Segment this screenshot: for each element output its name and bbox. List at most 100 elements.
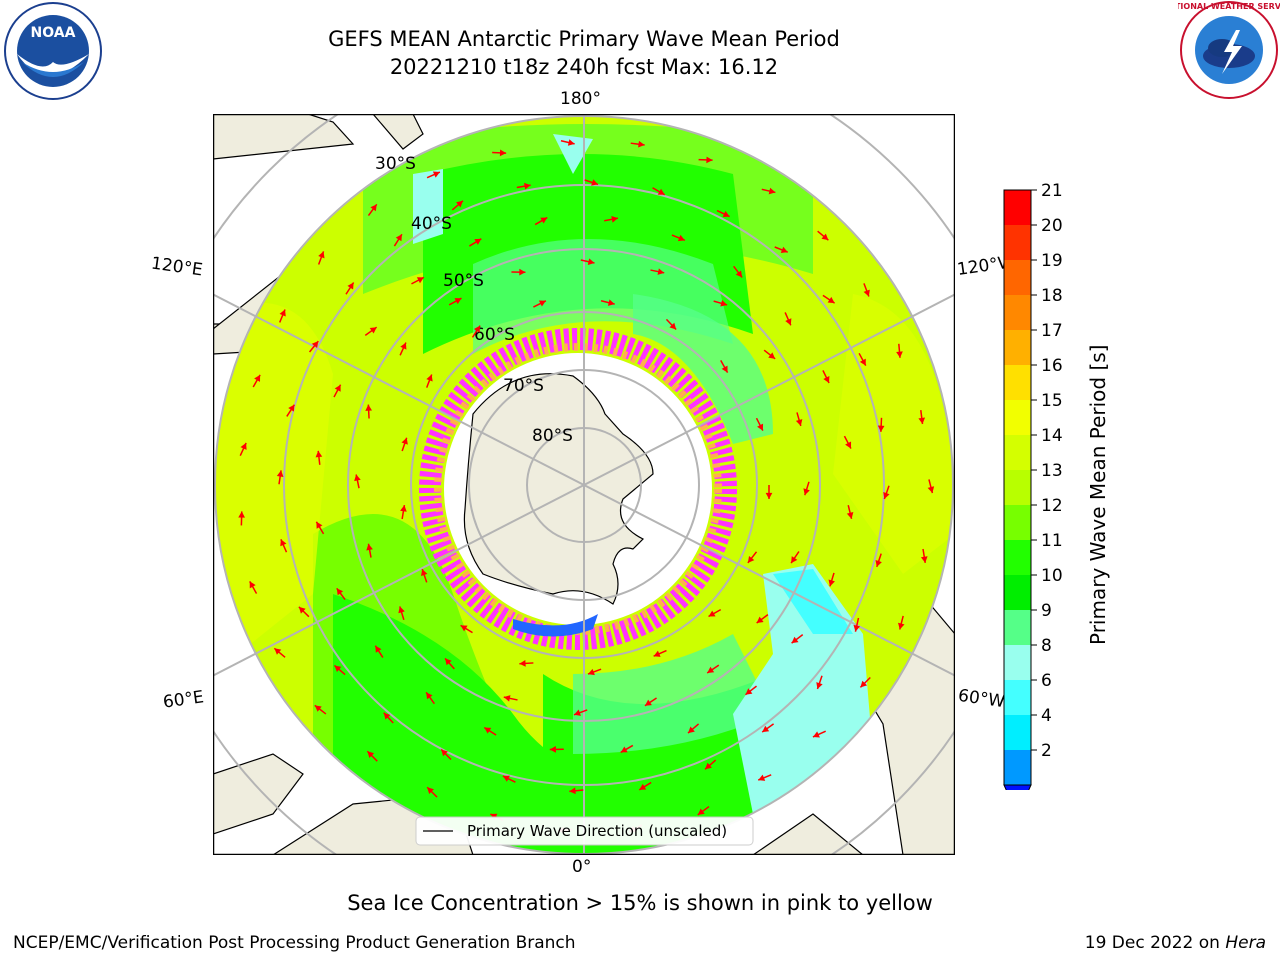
wave-arrow-head: [474, 238, 482, 245]
colorbar-cell: [1004, 400, 1031, 435]
wave-arrow-head: [383, 712, 391, 720]
wave-arrow-head: [503, 695, 511, 702]
wave-arrow-head: [426, 692, 433, 700]
wave-arrow-head: [574, 709, 581, 716]
wave-arrow-head: [416, 277, 424, 284]
colorbar-tick-label: 8: [1041, 636, 1052, 656]
wave-arrow-head: [502, 775, 510, 782]
colorbar-tick-label: 17: [1041, 321, 1063, 341]
colorbar-tick-label: 18: [1041, 286, 1063, 306]
chart-title: GEFS MEAN Antarctic Primary Wave Mean Pe…: [328, 27, 840, 51]
wave-arrow-head: [720, 300, 728, 307]
wave-arrow-head: [721, 365, 728, 373]
colorbar-cell: [1004, 190, 1031, 225]
wave-arrow-head: [780, 246, 788, 254]
colorbar-cell: [1004, 505, 1031, 540]
wave-arrow-head: [827, 296, 835, 304]
wave-direction-arrows: [238, 139, 935, 834]
wave-arrow-head: [697, 808, 705, 815]
colorbar-tick-label: 16: [1041, 356, 1063, 376]
wave-arrow-head: [768, 352, 776, 359]
footer-date-text: 19 Dec 2022 on: [1084, 933, 1226, 953]
colorbar-cell: [1004, 295, 1031, 330]
wave-arrow-head: [365, 404, 373, 411]
wave-arrow-head: [524, 182, 531, 190]
wave-arrow-head: [657, 268, 665, 275]
wave-arrow-head: [473, 325, 481, 333]
colorbar-tick-label: 19: [1041, 251, 1063, 271]
chart-subtitle: 20221210 t18z 240h fcst Max: 16.12: [389, 55, 779, 79]
colorbar-tick-label: 15: [1041, 391, 1063, 411]
map-legend: Primary Wave Direction (unscaled): [415, 816, 754, 846]
wave-arrow-head: [400, 342, 407, 350]
wave-arrow-head: [920, 556, 928, 563]
nws-logo: NATIONAL WEATHER SERVICE: [1178, 1, 1280, 99]
wave-arrow-head: [757, 423, 764, 431]
wave-arrow-head: [828, 579, 835, 587]
lat-label-60s: 60°S: [474, 325, 515, 345]
wave-arrow-head: [454, 298, 462, 305]
noaa-logo: NOAA: [4, 2, 102, 100]
wave-arrow-head: [519, 268, 526, 276]
lat-label-40s: 40°S: [411, 214, 452, 234]
colorbar-cell: [1004, 435, 1031, 470]
wave-arrow-head: [276, 470, 284, 477]
wave-arrow-head: [765, 492, 773, 499]
nws-logo-text: NATIONAL WEATHER SERVICE: [1178, 2, 1280, 11]
wave-arrow-head: [758, 774, 766, 781]
colorbar-tick-label: 6: [1041, 671, 1052, 691]
wave-arrow-head: [747, 555, 755, 563]
colorbar-cell: [1004, 680, 1031, 715]
wave-arrow-head: [875, 559, 882, 567]
wave-arrow-head: [400, 505, 407, 512]
wave-arrow-head: [280, 539, 287, 547]
noaa-logo-text: NOAA: [31, 25, 76, 41]
wave-arrow-head: [460, 625, 468, 632]
wave-arrow-head: [336, 588, 344, 596]
colorbar: 21 20 19 18 17 16 15 14 13 12 11 10 9 8 6 4 2: [1003, 181, 1063, 790]
wave-arrow-head: [657, 188, 665, 195]
colorbar-cell: [1004, 575, 1031, 610]
wave-arrow-head: [687, 726, 695, 734]
lat-label-50s: 50°S: [443, 271, 484, 291]
wave-arrow-head: [445, 658, 452, 666]
wave-arrow-head: [708, 610, 716, 617]
wave-arrow-head: [896, 351, 903, 358]
wave-arrow-head: [853, 624, 861, 632]
wave-arrow-head: [795, 419, 803, 426]
colorbar-tick-label: 2: [1041, 741, 1052, 761]
wave-arrow-head: [821, 233, 829, 241]
wave-arrow-head: [427, 787, 434, 794]
lon-label-0: 0°: [572, 857, 592, 877]
wave-arrow-head: [591, 179, 599, 186]
sea-ice-note: Sea Ice Concentration > 15% is shown in …: [347, 891, 933, 915]
wave-arrow-head: [705, 762, 712, 770]
wave-arrow-head: [240, 442, 247, 450]
wave-arrow-head: [607, 299, 615, 306]
wave-arrow-head: [823, 376, 830, 384]
wave-arrow-head: [768, 187, 776, 195]
wave-arrow-head: [375, 645, 382, 653]
wave-arrow-head: [426, 374, 433, 382]
wave-arrow-head: [538, 300, 546, 307]
lon-label-120e: 120°E: [149, 253, 204, 281]
wave-arrow-head: [653, 650, 661, 657]
wave-arrow-head: [421, 569, 428, 577]
wave-arrow-head: [314, 705, 322, 712]
wave-arrow-head: [549, 746, 556, 753]
colorbar-tick-label: 13: [1041, 461, 1063, 481]
wave-arrow-head: [499, 149, 507, 157]
wave-arrow-head: [279, 309, 286, 317]
wave-arrow-head: [334, 384, 341, 392]
lon-label-180: 180°: [560, 89, 601, 109]
lat-label-80s: 80°S: [532, 426, 573, 446]
wave-arrow-head: [366, 543, 373, 551]
colorbar-under-triangle: [1003, 784, 1032, 790]
wave-arrow-head: [432, 171, 440, 178]
wave-arrow-head: [398, 606, 405, 614]
wave-arrow-head: [354, 474, 361, 482]
wave-arrow-head: [298, 606, 306, 614]
wave-arrow-head: [369, 327, 377, 334]
colorbar-cell: [1004, 225, 1031, 260]
colorbar-cell: [1004, 750, 1031, 785]
